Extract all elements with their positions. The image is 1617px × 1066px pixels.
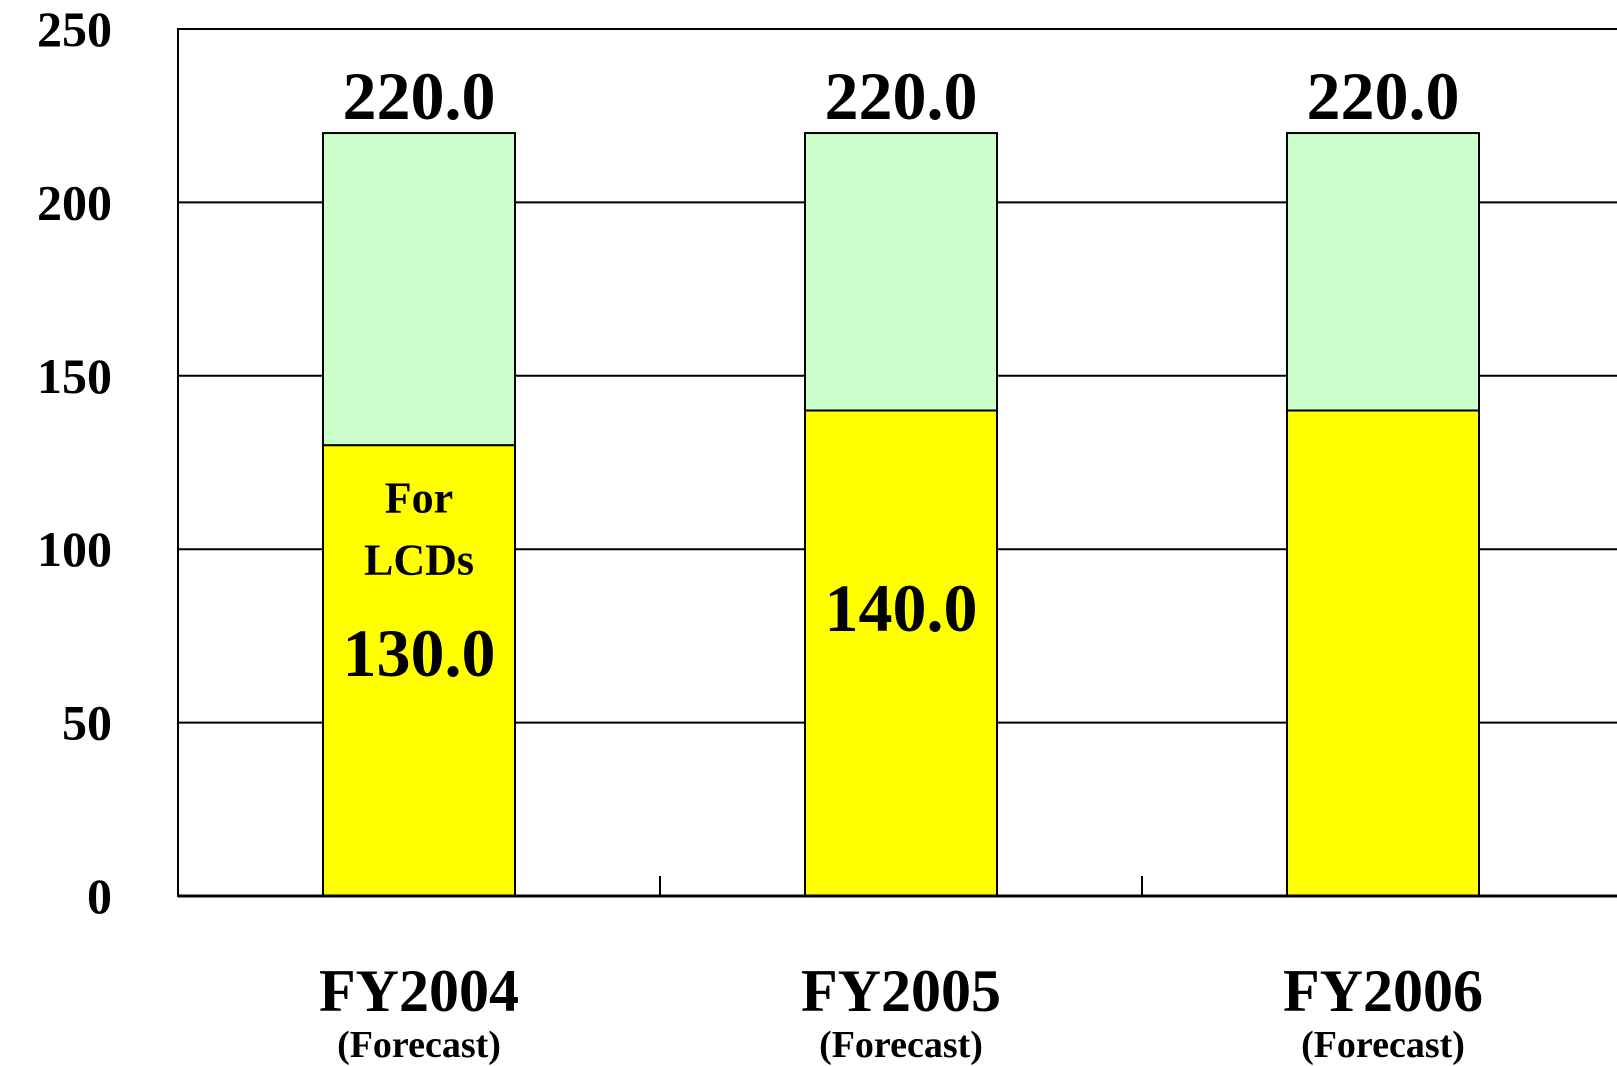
category-sublabel-fy2006: (Forecast) (1301, 1024, 1465, 1066)
bar-segment-fy2005-1 (804, 132, 998, 412)
inner-value-label-fy2005: 140.0 (825, 570, 978, 646)
y-tick-label-0: 0 (87, 868, 112, 924)
y-tick-label-100: 100 (37, 521, 112, 577)
category-label-fy2006: FY2006 (1283, 958, 1483, 1024)
category-sublabel-fy2004: (Forecast) (337, 1024, 501, 1066)
total-label-fy2004: 220.0 (343, 58, 496, 134)
bar-segment-fy2006-1 (1286, 132, 1480, 412)
bar-segment-fy2004-0 (322, 444, 516, 897)
category-label-fy2004: FY2004 (319, 958, 519, 1024)
bars (322, 132, 1480, 897)
total-label-fy2006: 220.0 (1307, 58, 1460, 134)
y-tick-label-200: 200 (37, 174, 112, 230)
bar-segment-fy2004-1 (322, 132, 516, 447)
bar-segment-fy2005-0 (804, 409, 998, 897)
category-label-fy2005: FY2005 (801, 958, 1001, 1024)
y-tick-label-250: 250 (37, 1, 112, 57)
axes (177, 29, 1617, 898)
labels: 050100150200250220.0130.0FY2004(Forecast… (37, 1, 1483, 1066)
y-tick-label-50: 50 (62, 695, 112, 751)
category-sublabel-fy2005: (Forecast) (819, 1024, 983, 1066)
annotation-line-1: LCDs (364, 536, 474, 585)
inner-value-label-fy2004: 130.0 (343, 615, 496, 691)
bar-segment-fy2006-0 (1286, 409, 1480, 897)
y-tick-label-150: 150 (37, 348, 112, 404)
annotation-line-0: For (385, 474, 453, 523)
total-label-fy2005: 220.0 (825, 58, 978, 134)
